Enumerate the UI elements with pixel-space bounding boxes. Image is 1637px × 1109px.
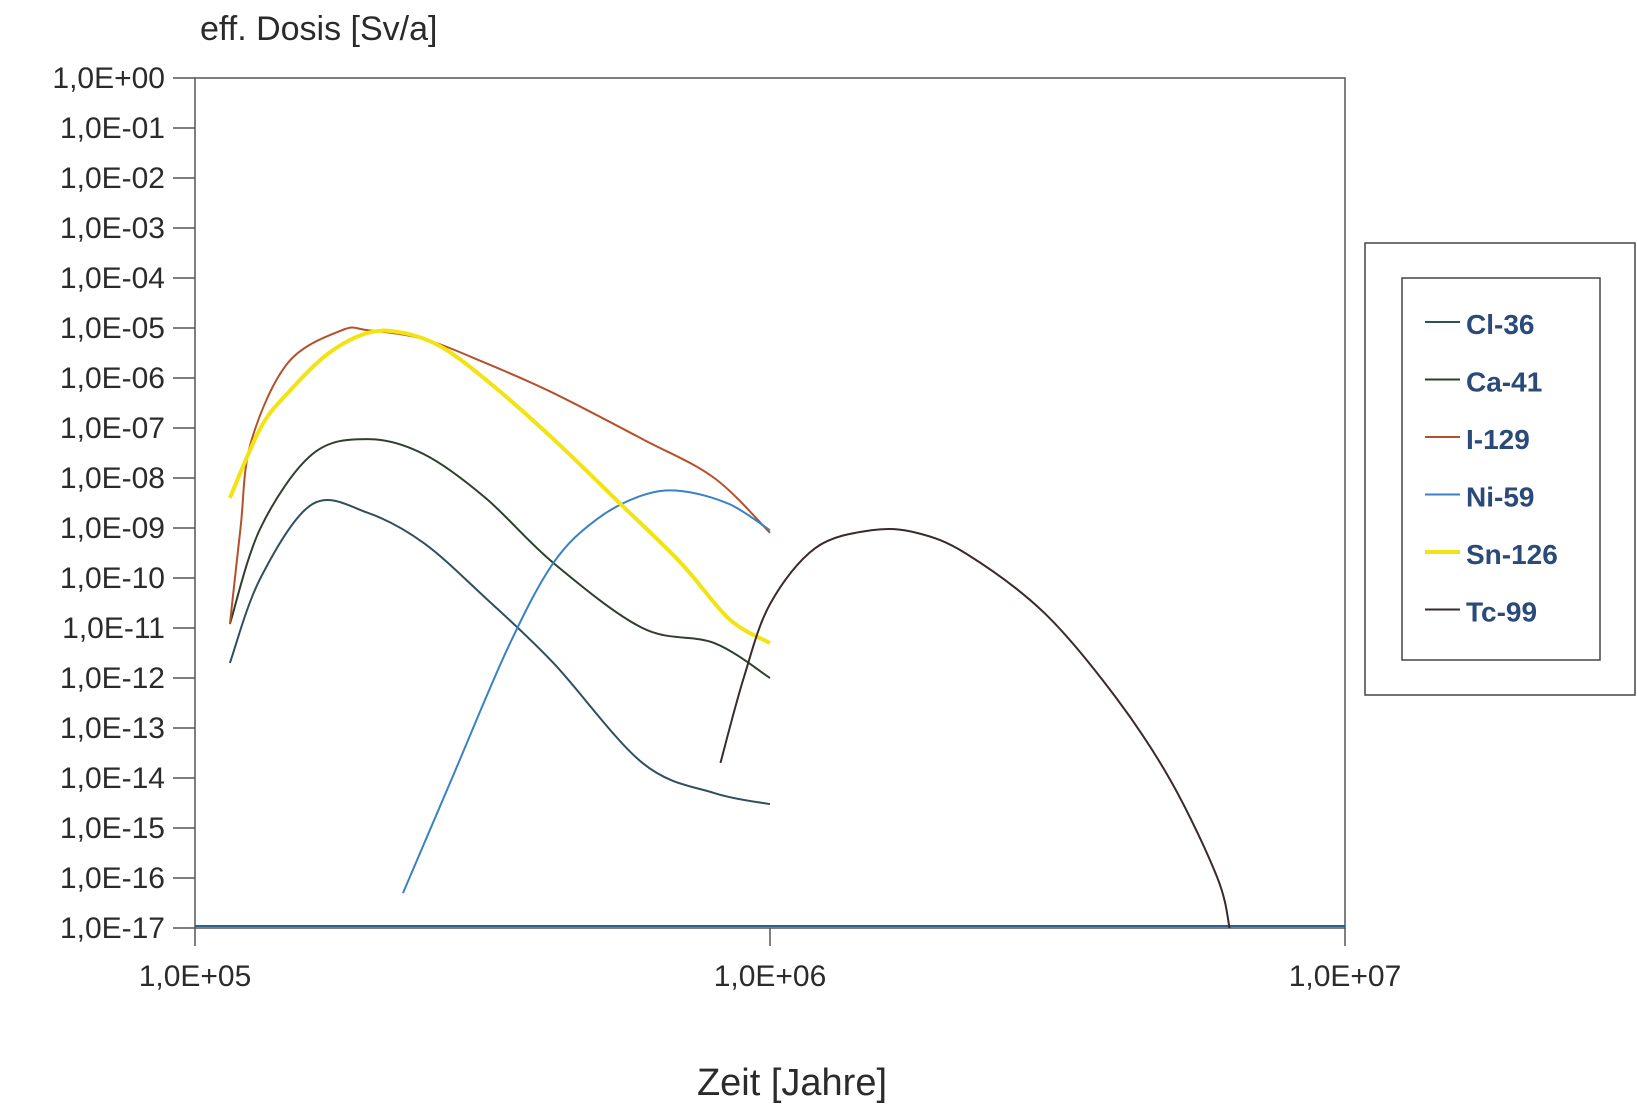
y-tick-label: 1,0E+00 [52,62,165,95]
y-axis: 1,0E+00 1,0E-01 1,0E-02 1,0E-03 1,0E-04 1,0E-… [52,62,195,945]
x-axis: 1,0E+05 1,0E+06 1,0E+07 [139,925,1402,993]
series-line-tc-99 [719,527,1231,929]
legend-label: Sn-126 [1466,539,1558,570]
legend-label: I-129 [1466,424,1530,455]
x-axis-title: Zeit [Jahre] [697,1062,887,1104]
series-line-cl-36 [228,499,771,806]
y-axis-title: eff. Dosis [Sv/a] [200,10,437,48]
y-tick-label: 1,0E-07 [60,412,165,445]
y-tick-label: 1,0E-02 [60,162,165,195]
series-line-ca-41 [228,438,771,679]
legend-label: Ni-59 [1466,482,1534,513]
series-line-sn-126 [228,328,772,645]
y-tick-label: 1,0E-11 [62,612,165,645]
x-tick-label: 1,0E+07 [1289,960,1402,993]
y-tick-label: 1,0E-12 [60,662,165,695]
y-tick-label: 1,0E-16 [60,862,165,895]
series-lines [228,326,1231,929]
x-tick-label: 1,0E+06 [714,960,827,993]
legend: Cl-36 Ca-41 I-129 Ni-59 Sn-126 Tc-99 [1364,242,1636,696]
y-tick-label: 1,0E-09 [60,512,165,545]
plot-area [194,77,1346,929]
legend-label: Ca-41 [1466,367,1542,398]
series-line-ni-59 [402,489,771,894]
y-tick-label: 1,0E-08 [60,462,165,495]
y-tick-label: 1,0E-10 [60,562,165,595]
y-tick-label: 1,0E-17 [60,912,165,945]
y-tick-label: 1,0E-05 [60,312,165,345]
y-tick-label: 1,0E-06 [60,362,165,395]
y-tick-label: 1,0E-03 [60,212,165,245]
series-line-i-129 [228,326,771,625]
legend-outer-frame [1364,242,1636,696]
y-tick-label: 1,0E-14 [60,762,165,795]
legend-label: Tc-99 [1466,597,1537,628]
legend-inner-frame [1401,277,1601,661]
y-tick-label: 1,0E-13 [60,712,165,745]
x-tick-label: 1,0E+05 [139,960,252,993]
legend-label: Cl-36 [1466,309,1534,340]
y-tick-label: 1,0E-04 [60,262,165,295]
y-tick-label: 1,0E-15 [60,812,165,845]
y-tick-label: 1,0E-01 [60,112,165,145]
